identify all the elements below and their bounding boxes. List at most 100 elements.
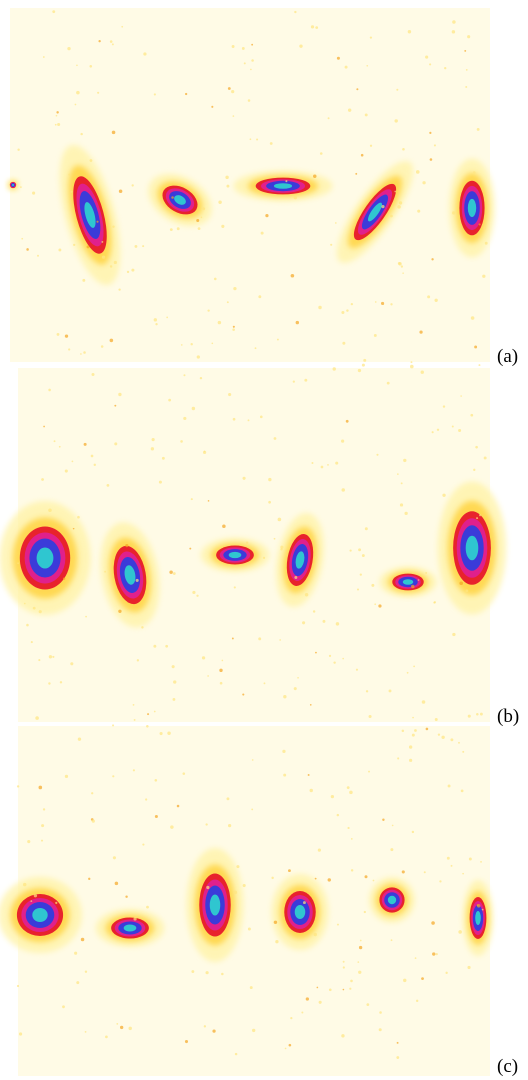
noise-dot [343, 989, 345, 991]
noise-dot [154, 318, 157, 321]
noise-dot [260, 416, 263, 419]
noise-dot [244, 62, 246, 64]
noise-dot [132, 184, 134, 186]
noise-dot [167, 732, 170, 735]
noise-dot [27, 840, 30, 843]
noise-dot [268, 478, 271, 481]
noise-dot [270, 142, 273, 145]
noise-dot [180, 440, 183, 443]
noise-dot [41, 840, 43, 842]
noise-dot [160, 732, 163, 735]
noise-dot [355, 173, 357, 175]
noise-dot [192, 591, 195, 594]
noise-dot [356, 88, 358, 90]
noise-dot [248, 99, 251, 102]
noise-dot [201, 217, 203, 219]
noise-dot [288, 869, 291, 872]
noise-dot [448, 785, 451, 788]
noise-dot [358, 369, 361, 372]
noise-dot [462, 751, 464, 753]
noise-dot [390, 848, 393, 851]
noise-dot [169, 570, 172, 573]
noise-dot [416, 170, 420, 174]
noise-dot [424, 871, 426, 873]
noise-dot [431, 258, 433, 260]
noise-dot [222, 525, 226, 529]
noise-dot [64, 900, 66, 902]
noise-dot [232, 45, 235, 48]
noise-dot [71, 191, 73, 193]
noise-dot [112, 226, 114, 228]
noise-dot [365, 113, 368, 116]
noise-dot [327, 464, 329, 466]
noise-dot [258, 637, 261, 640]
noise-dot [263, 557, 265, 559]
noise-dot [31, 641, 33, 643]
noise-dot [33, 607, 36, 610]
noise-dot [419, 330, 422, 333]
noise-dot [366, 65, 368, 67]
blob-layer [274, 183, 292, 189]
noise-dot [261, 232, 264, 235]
noise-dot [438, 734, 440, 736]
noise-dot [113, 856, 116, 859]
noise-dot [17, 785, 19, 787]
noise-dot [402, 148, 405, 151]
speckle-blob [449, 159, 495, 258]
noise-dot [98, 40, 100, 42]
noise-dot [192, 407, 195, 410]
noise-dot [76, 91, 80, 95]
noise-dot [52, 10, 55, 13]
noise-dot [20, 186, 22, 188]
noise-dot [191, 343, 193, 345]
noise-dot [120, 1026, 123, 1029]
noise-dot [425, 56, 428, 59]
noise-dot [403, 459, 406, 462]
noise-dot [421, 977, 424, 980]
noise-dot [70, 662, 73, 665]
noise-dot [84, 443, 87, 446]
noise-dot [205, 823, 207, 825]
noise-dot [159, 481, 162, 484]
noise-dot [133, 769, 135, 771]
noise-dot [390, 303, 392, 305]
noise-dot [34, 894, 37, 897]
noise-dot [110, 265, 112, 267]
blob-layer [124, 925, 137, 932]
noise-dot [399, 201, 402, 204]
noise-dot [313, 610, 315, 612]
noise-dot [467, 966, 470, 969]
panel-c-image [18, 726, 490, 1076]
blob-layer [12, 184, 14, 186]
noise-dot [114, 405, 116, 407]
noise-dot [458, 429, 461, 432]
noise-dot [48, 682, 50, 684]
speckle-blob [201, 538, 269, 572]
noise-dot [274, 437, 277, 440]
noise-dot [474, 346, 477, 349]
noise-dot [39, 786, 43, 790]
noise-dot [283, 695, 286, 698]
noise-dot [375, 301, 377, 303]
noise-dot [155, 779, 158, 782]
noise-dot [432, 952, 435, 955]
noise-dot [425, 572, 427, 574]
noise-dot [362, 554, 365, 557]
noise-dot [218, 200, 221, 203]
speckle-blob [0, 877, 82, 953]
noise-dot [364, 911, 366, 913]
noise-dot [154, 93, 156, 95]
noise-dot [360, 574, 362, 576]
noise-dot [171, 196, 174, 199]
noise-dot [203, 451, 206, 454]
noise-dot [102, 255, 105, 258]
noise-dot [151, 447, 154, 450]
noise-dot [128, 1027, 131, 1030]
noise-dot [302, 621, 305, 624]
noise-dot [183, 417, 186, 420]
noise-dot [357, 588, 359, 590]
noise-dot [379, 1011, 382, 1014]
noise-dot [478, 364, 480, 366]
noise-dot [452, 633, 455, 636]
noise-dot [189, 548, 191, 550]
